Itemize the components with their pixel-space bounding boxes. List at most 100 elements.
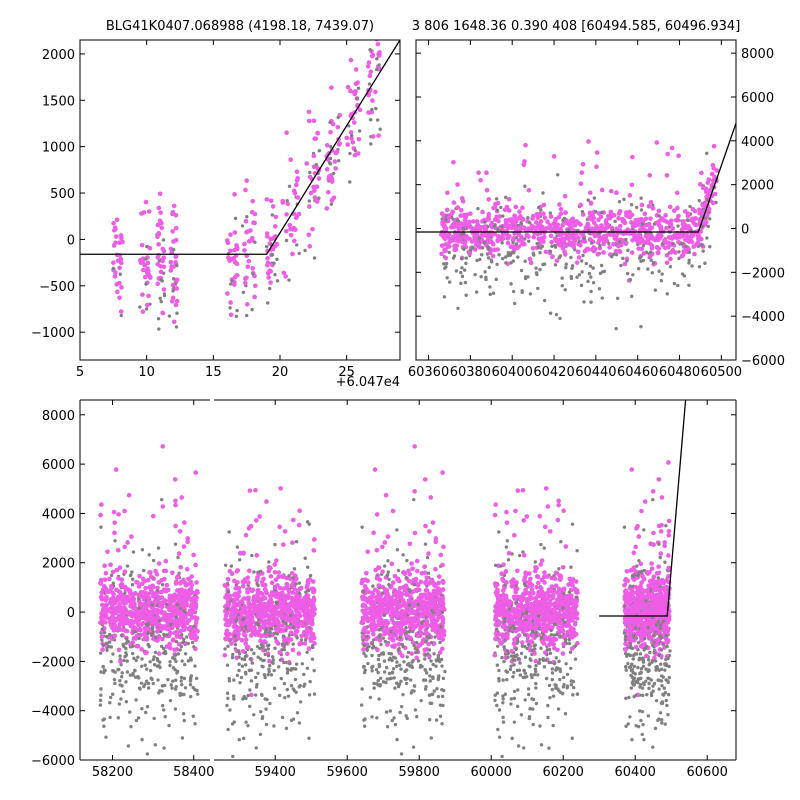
alt-point [230,655,235,660]
alt-point [564,265,568,270]
alt-point [295,711,300,715]
flux-point [277,524,282,530]
alt-point [270,213,274,217]
alt-point [582,236,586,240]
alt-point [598,243,602,248]
y-tick-label: 2000 [741,179,774,194]
alt-point [474,290,479,294]
flux-point [608,188,614,194]
alt-point [263,675,267,680]
flux-point [307,204,312,209]
flux-point [439,251,444,257]
flux-point [467,219,472,225]
alt-point [408,664,412,668]
alt-point [610,255,614,259]
flux-point [139,647,144,652]
alt-point [511,241,515,245]
flux-point [656,208,662,214]
alt-point [382,564,387,568]
flux-point [243,641,249,647]
flux-point [491,205,496,211]
alt-point [428,679,432,683]
alt-point [125,637,129,641]
alt-point [558,316,562,321]
flux-point [232,247,237,253]
flux-point [587,215,592,221]
flux-point [306,109,312,115]
alt-point [161,703,165,708]
flux-point [241,610,247,615]
flux-point [676,153,681,159]
flux-point [161,587,167,593]
alt-point [362,643,366,648]
alt-point [542,546,546,550]
alt-point [479,275,483,279]
flux-point [188,596,193,602]
flux-point [398,624,404,630]
flux-point [173,523,178,529]
flux-point [170,282,176,288]
flux-point [385,534,391,539]
flux-point [502,207,508,213]
alt-point [377,63,381,67]
flux-point [429,577,435,583]
flux-point [184,566,190,572]
alt-point [161,708,166,712]
flux-point [642,211,648,217]
alt-point [99,525,103,529]
alt-point [282,660,286,665]
flux-point [658,226,663,232]
flux-point [664,173,670,178]
flux-point [173,593,179,599]
flux-point [369,590,375,596]
flux-point [148,574,154,580]
flux-point [155,281,161,287]
alt-point [488,285,492,289]
flux-point [140,309,146,314]
flux-point [409,621,414,627]
alt-point [233,634,237,638]
flux-point [360,596,366,602]
alt-point [275,279,280,283]
flux-point [516,244,522,249]
flux-point [440,470,445,475]
flux-point [222,583,228,588]
flux-point [711,143,717,149]
flux-point [575,220,581,226]
alt-point [589,300,593,304]
flux-point [664,219,669,224]
alt-point [131,671,135,676]
alt-point [500,224,504,229]
flux-point [291,238,297,244]
flux-point [315,199,320,204]
alt-point [179,679,183,683]
alt-point [440,610,445,614]
alt-point [107,632,112,637]
alt-point [429,659,433,663]
flux-point [329,85,334,90]
flux-point [235,568,241,573]
flux-point [112,598,117,603]
alt-point [589,289,593,294]
flux-point [99,615,104,621]
alt-point [622,197,626,202]
flux-point [113,234,119,239]
flux-point [695,233,701,239]
alt-point [464,293,468,297]
alt-point [554,312,559,317]
flux-point [714,168,720,173]
flux-point [168,601,173,607]
alt-point [386,559,390,563]
flux-point [273,558,279,563]
flux-point [644,222,649,228]
flux-point [147,245,153,251]
flux-point [272,224,278,229]
panel3-full-lightcurve: 58200 58400 59400 59600 59800 60000 60200 60400… [31,399,737,780]
alt-point [362,665,366,669]
alt-point [278,693,282,698]
flux-point [558,211,564,217]
flux-point [232,629,238,635]
alt-point [487,265,491,270]
alt-point [167,314,172,318]
flux-point [575,249,581,255]
